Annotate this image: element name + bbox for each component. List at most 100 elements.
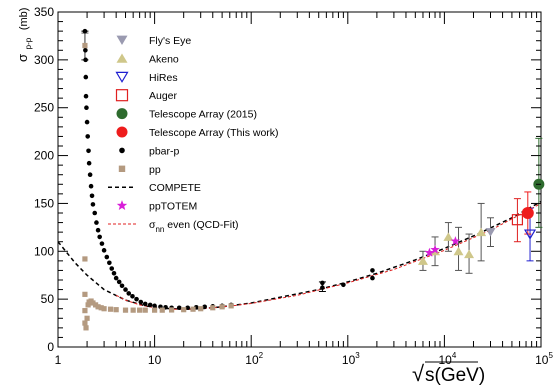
point-triangle-up — [443, 232, 454, 241]
point-square-small — [228, 303, 234, 309]
point-dot — [341, 282, 346, 288]
point-square-small — [113, 307, 119, 313]
point-dot — [104, 254, 110, 260]
y-axis-title-sigma: σ — [15, 54, 30, 62]
y-tick-label: 250 — [34, 101, 54, 115]
point-square-small — [210, 305, 216, 311]
legend-label: Telescope Array (2015) — [149, 109, 257, 121]
point-dot — [320, 285, 325, 290]
legend-marker — [118, 165, 126, 172]
point-square-small — [190, 306, 196, 312]
point-dot — [92, 210, 98, 216]
legend-label: COMPETE — [149, 182, 201, 194]
y-tick-label: 350 — [34, 5, 54, 19]
point-square-small — [85, 302, 91, 308]
point-square-small — [122, 307, 129, 313]
point-dot — [130, 293, 135, 299]
point-star — [424, 247, 435, 257]
point-circle — [521, 207, 534, 219]
legend-marker — [116, 35, 128, 45]
legend-marker — [116, 108, 128, 120]
point-dot — [84, 119, 90, 125]
point-square-small — [90, 300, 96, 306]
legend: Fly's Eye Akeno HiRes Auger Telescope Array … — [108, 35, 279, 234]
point-dot — [88, 183, 94, 189]
point-triangle-up — [453, 246, 464, 256]
point-dot — [152, 303, 157, 309]
point-dot — [83, 57, 88, 63]
point-square-small — [82, 291, 88, 297]
point-square-small — [137, 307, 143, 313]
x-axis-title: √ s(GeV) — [412, 361, 485, 386]
legend-marker — [115, 71, 129, 83]
y-axis-title-unit: (mb) — [18, 8, 30, 31]
legend-marker — [116, 200, 128, 211]
y-tick-label: 100 — [34, 244, 54, 258]
point-dot — [82, 28, 88, 34]
point-square-small — [101, 306, 107, 312]
axes: 0 50 100 150 200 250 300 350 1 10 102 103 104 105 — [34, 5, 553, 367]
point-square-small — [130, 307, 136, 313]
point-dot — [84, 105, 89, 111]
legend-label: Telescope Array (This work) — [149, 127, 279, 139]
point-dot — [370, 275, 375, 281]
point-dot — [99, 241, 105, 246]
data-points — [82, 28, 545, 331]
point-square-small — [82, 308, 88, 314]
point-square-small — [219, 304, 225, 310]
y-axis-title: σ p-p (mb) — [15, 8, 34, 62]
point-dot — [202, 304, 207, 310]
x-tick-label: 104 — [438, 351, 456, 367]
legend-marker — [119, 147, 125, 154]
legend-label: Akeno — [149, 53, 179, 65]
legend-label: pp — [149, 164, 161, 176]
point-dot — [94, 220, 99, 225]
point-dot — [101, 248, 107, 253]
point-dot — [83, 74, 89, 80]
legend-label: pbar-p — [149, 145, 180, 157]
point-dot — [185, 305, 190, 311]
y-tick-label: 0 — [47, 340, 54, 354]
svg-text:σ p-p (mb): σ p-p (mb) — [15, 8, 34, 62]
point-dot — [116, 279, 122, 285]
point-square-small — [95, 304, 101, 310]
point-dot — [370, 268, 375, 273]
point-square-small — [152, 307, 158, 313]
x-tick-label: 103 — [342, 351, 360, 367]
x-tick-label: 1 — [55, 353, 62, 367]
point-square-small — [107, 306, 114, 312]
y-tick-label: 150 — [34, 196, 54, 210]
point-square-small — [82, 320, 88, 326]
point-square-small — [169, 307, 175, 313]
point-dot — [107, 260, 112, 266]
point-dot — [109, 266, 115, 271]
point-dot — [123, 287, 128, 292]
point-triangle-up — [476, 227, 487, 237]
legend-label: σnn even (QCD-Fit) — [149, 219, 238, 234]
point-dot — [86, 148, 91, 154]
point-dot — [90, 202, 96, 207]
point-dot — [320, 280, 325, 286]
legend-label: HiRes — [149, 72, 178, 84]
legend-marker — [116, 126, 128, 138]
point-dot — [97, 234, 102, 240]
legend-label: Fly's Eye — [149, 35, 191, 47]
point-dot — [138, 299, 144, 305]
point-square-small — [181, 307, 187, 313]
x-axis-title-radicand: s(GeV) — [425, 365, 485, 386]
x-tick-label: 10 — [148, 353, 162, 367]
point-dot — [126, 291, 132, 296]
point-dot — [83, 47, 88, 53]
point-star — [430, 244, 440, 254]
point-triangle-up — [417, 256, 428, 265]
point-triangle-down — [485, 228, 496, 237]
point-square-small — [142, 307, 148, 313]
point-dot — [89, 193, 95, 199]
point-square-small — [98, 305, 104, 311]
legend-label: Auger — [149, 90, 178, 102]
point-dot — [95, 227, 101, 233]
point-dot — [142, 301, 148, 307]
point-dot — [134, 296, 139, 302]
y-axis-title-subscript: p-p — [24, 37, 33, 49]
